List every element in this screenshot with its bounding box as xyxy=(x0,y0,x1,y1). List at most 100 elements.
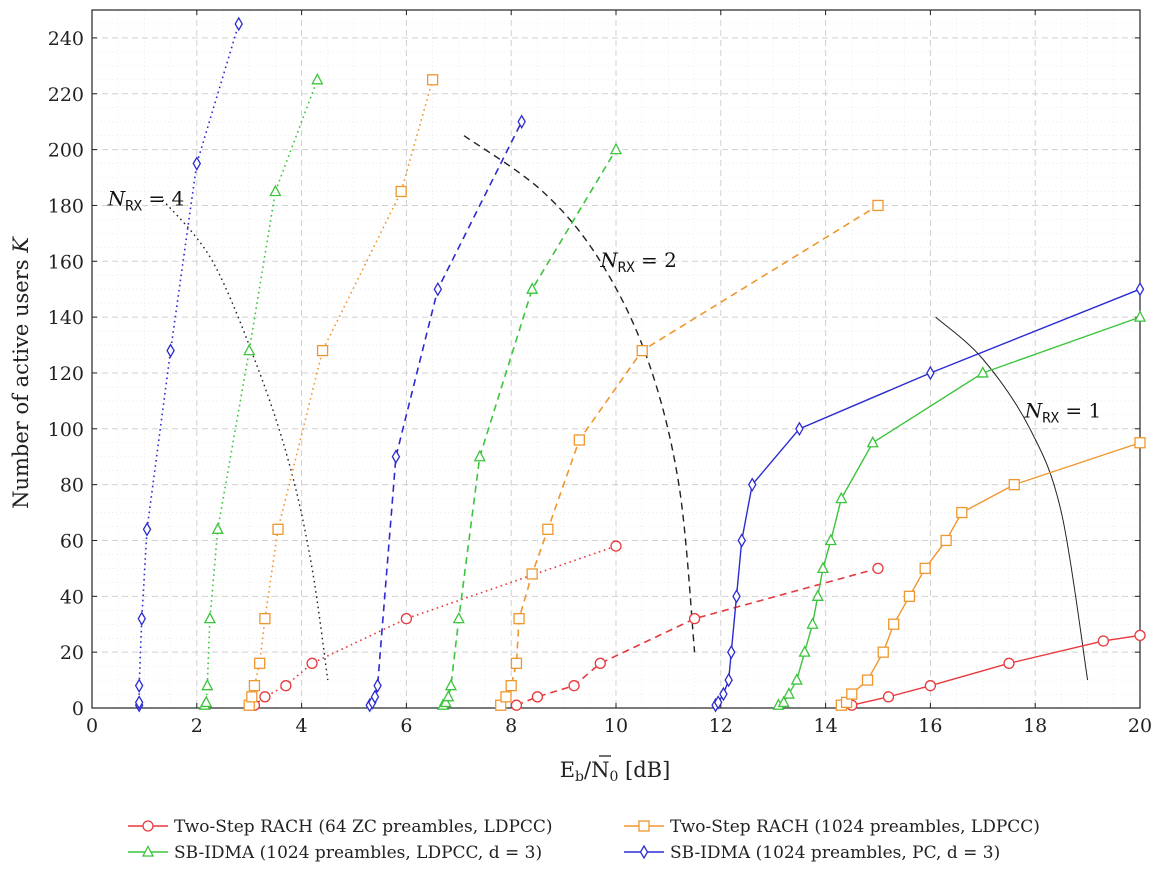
legend-label: Two-Step RACH (1024 preambles, LDPCC) xyxy=(670,817,1040,837)
x-tick-label: 10 xyxy=(604,715,628,737)
series-11-nrx-4 xyxy=(134,16,243,713)
data-point xyxy=(782,687,795,699)
y-axis-label: Number of active users K xyxy=(9,236,33,509)
series-line xyxy=(851,634,1141,706)
data-point xyxy=(713,695,723,710)
data-point xyxy=(747,477,757,492)
data-point xyxy=(976,366,989,378)
data-point xyxy=(568,680,580,692)
y-tick-label: 20 xyxy=(60,642,84,664)
data-point xyxy=(254,657,266,669)
data-point xyxy=(505,680,517,692)
grid xyxy=(91,9,1141,709)
series-line xyxy=(203,79,319,706)
series-line xyxy=(715,288,1141,706)
data-point xyxy=(517,114,526,129)
y-tick-label: 200 xyxy=(48,140,84,162)
data-point xyxy=(370,689,380,705)
data-point xyxy=(1133,310,1147,322)
data-point xyxy=(192,156,202,171)
x-tick-label: 8 xyxy=(505,715,517,737)
data-point xyxy=(816,561,830,574)
data-point xyxy=(166,343,175,358)
series-layer xyxy=(134,16,1147,713)
data-point xyxy=(306,657,318,669)
data-point xyxy=(790,673,803,685)
data-point xyxy=(956,506,968,519)
y-tick-label: 180 xyxy=(48,195,84,217)
y-tick-label: 100 xyxy=(48,419,84,441)
series-10-nrx-2 xyxy=(365,114,526,713)
data-point xyxy=(500,691,512,703)
legend-item: Two-Step RACH (64 ZC preambles, LDPCC) xyxy=(128,817,553,837)
data-point xyxy=(1135,281,1145,297)
data-point xyxy=(426,74,439,86)
legend-swatch-marker xyxy=(638,820,650,832)
data-point xyxy=(609,142,623,155)
legend: Two-Step RACH (64 ZC preambles, LDPCC) Tw… xyxy=(128,817,1040,863)
data-point xyxy=(727,644,736,660)
series-8-nrx-4 xyxy=(198,72,324,710)
data-point xyxy=(882,691,895,703)
y-tick-label: 80 xyxy=(60,475,84,497)
data-point xyxy=(1003,657,1015,669)
data-point xyxy=(1097,635,1109,647)
data-point xyxy=(872,199,884,212)
data-point xyxy=(395,185,407,198)
x-tick-label: 12 xyxy=(709,715,733,737)
data-point xyxy=(824,533,837,546)
y-tick-label: 160 xyxy=(48,251,84,273)
data-point xyxy=(1134,629,1146,642)
data-point xyxy=(811,589,824,601)
data-point xyxy=(806,617,819,629)
data-point xyxy=(311,72,324,85)
x-axis-label-main: E xyxy=(560,758,575,782)
boundary-curves xyxy=(162,135,1089,681)
data-point xyxy=(259,613,271,625)
series-5-nrx-4 xyxy=(243,74,439,711)
data-point xyxy=(636,344,648,357)
series-1-nrx-2 xyxy=(510,562,884,711)
data-point xyxy=(234,16,243,32)
data-point xyxy=(211,522,224,534)
series-6-nrx-1 xyxy=(772,310,1147,710)
series-line xyxy=(253,545,617,706)
series-line xyxy=(840,442,1141,706)
x-tick-label: 16 xyxy=(918,715,942,737)
data-point xyxy=(835,491,848,504)
series-9-nrx-1 xyxy=(711,281,1145,713)
series-line xyxy=(248,79,434,706)
data-point xyxy=(444,678,458,691)
x-tick-label: 20 xyxy=(1128,715,1152,737)
data-point xyxy=(373,678,382,693)
data-point xyxy=(316,344,329,357)
y-tick-label: 140 xyxy=(48,307,84,329)
data-point xyxy=(272,523,284,535)
data-point xyxy=(777,695,790,708)
data-point xyxy=(866,435,879,448)
y-tick-label: 40 xyxy=(60,586,84,608)
x-axis-label-sub: b xyxy=(575,769,584,785)
data-point xyxy=(510,699,523,711)
data-point xyxy=(877,646,889,658)
y-tick-label: 220 xyxy=(48,84,84,106)
annotation-nrx: NRX = 1 xyxy=(1024,399,1102,427)
boundary-curve-nrx-2 xyxy=(463,135,696,653)
annotation-nrx: NRX = 4 xyxy=(107,186,185,214)
data-point xyxy=(924,680,937,692)
annotations: NRX = 4 NRX = 2 NRX = 1 xyxy=(107,186,1102,426)
series-line xyxy=(500,204,879,706)
y-tick-label: 240 xyxy=(48,28,84,50)
legend-swatch-marker xyxy=(142,820,154,832)
data-point xyxy=(1008,478,1020,491)
series-0-nrx-1 xyxy=(846,629,1146,711)
data-point xyxy=(243,343,256,356)
boundary-curve-nrx-4 xyxy=(162,199,329,681)
series-3-nrx-1 xyxy=(835,437,1146,711)
data-point xyxy=(259,691,271,703)
x-tick-label: 0 xyxy=(86,715,98,737)
y-tick-label: 120 xyxy=(48,363,84,385)
data-point xyxy=(926,365,935,381)
data-point xyxy=(203,611,216,624)
